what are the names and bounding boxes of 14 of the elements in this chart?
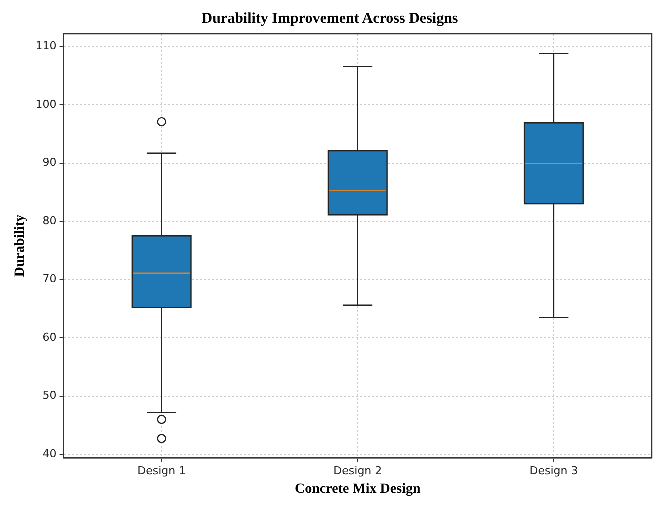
y-tick-label: 90: [42, 156, 57, 170]
x-tick-label: Design 3: [530, 464, 578, 478]
y-tick-label: 50: [42, 389, 57, 402]
x-tick-label: Design 2: [334, 464, 382, 478]
y-axis-title: Durability: [13, 214, 28, 278]
y-tick-label: 110: [36, 40, 57, 53]
x-axis-title: Concrete Mix Design: [295, 482, 421, 498]
y-tick-label: 80: [42, 214, 57, 228]
chart-title: Durability Improvement Across Designs: [202, 10, 458, 27]
x-tick-label: Design 1: [138, 464, 186, 478]
y-tick-label: 60: [42, 330, 57, 344]
y-tick-label: 70: [42, 272, 57, 286]
y-tick-label: 40: [42, 447, 57, 460]
y-tick-label: 100: [36, 98, 57, 111]
